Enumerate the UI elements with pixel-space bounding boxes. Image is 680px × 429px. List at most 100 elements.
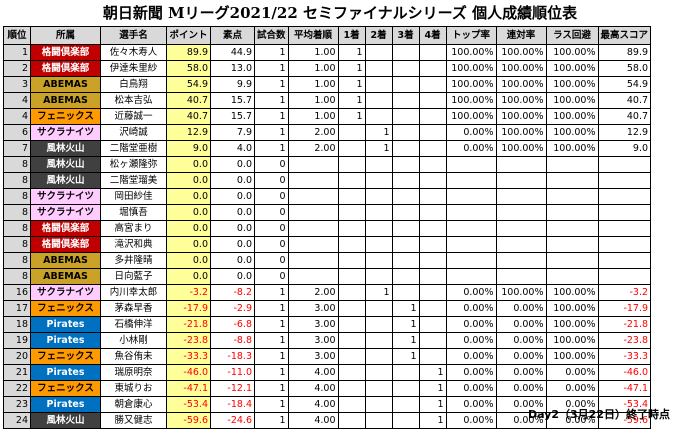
cell-fourth [418,92,447,109]
cell-points: -59.6 [166,412,211,429]
cell-avg-place: 3.00 [287,348,339,365]
cell-rank: 3 [3,76,31,93]
cell-fourth [418,44,447,61]
cell-second [364,252,393,269]
cell-third: 1 [391,316,420,333]
cell-last-avoid: 100.00% [545,124,599,141]
cell-second [364,44,393,61]
cell-avg-place [287,204,339,221]
cell-player: 勝又健志 [100,412,167,429]
cell-rank: 2 [3,60,31,77]
table-row: 8 格闘倶楽部 滝沢和典 0.0 0.0 0 [3,236,652,253]
cell-team: ABEMAS [30,252,101,269]
cell-player: 滝沢和典 [100,236,167,253]
cell-first [337,364,366,381]
cell-avg-place: 3.00 [287,316,339,333]
cell-top-rate: 0.00% [445,124,497,141]
cell-second: 1 [364,124,393,141]
cell-rentai-rate: 100.00% [495,124,547,141]
cell-first [337,124,366,141]
cell-best-score: -21.8 [597,316,652,333]
table-row: 16 サクラナイツ 内川幸太郎 -3.2 -8.2 1 2.00 1 0.00% 100.00% 1… [3,284,652,301]
cell-last-avoid: 100.00% [545,108,599,125]
cell-best-score [597,204,652,221]
cell-team: フェニックス [30,348,101,365]
cell-rank: 4 [3,92,31,109]
cell-avg-place [287,156,339,173]
cell-first [337,348,366,365]
cell-rentai-rate: 0.00% [495,380,547,397]
cell-fourth [418,140,447,157]
cell-rank: 16 [3,284,31,301]
cell-raw-score: 0.0 [210,188,255,205]
cell-raw-score: 0.0 [210,204,255,221]
header-last-avoid: ラス回避 [545,26,599,45]
cell-player: 多井隆晴 [100,252,167,269]
cell-games: 1 [254,76,289,93]
cell-rentai-rate: 100.00% [495,44,547,61]
cell-raw-score: 0.0 [210,252,255,269]
header-second: 2着 [364,26,393,45]
table-row: 2 格闘倶楽部 伊達朱里紗 58.0 13.0 1 1.00 1 100.00% 100.00% 1… [3,60,652,77]
cell-points: -17.9 [166,300,211,317]
cell-rentai-rate: 100.00% [495,92,547,109]
cell-team: サクラナイツ [30,284,101,301]
cell-first [337,172,366,189]
cell-second [364,300,393,317]
cell-avg-place: 3.00 [287,300,339,317]
cell-rentai-rate: 0.00% [495,332,547,349]
cell-fourth [418,76,447,93]
cell-top-rate: 100.00% [445,92,497,109]
cell-rentai-rate: 100.00% [495,140,547,157]
cell-last-avoid: 100.00% [545,300,599,317]
cell-third [391,252,420,269]
cell-team: Pirates [30,332,101,349]
cell-raw-score: 7.9 [210,124,255,141]
cell-points: 89.9 [166,44,211,61]
cell-player: 魚谷侑未 [100,348,167,365]
cell-second [364,108,393,125]
header-row: 順位 所属 選手名 ポイント 素点 試合数 平均着順 1着 2着 3着 4着 トップ率 連対率 ラス回避最… [3,26,652,45]
cell-first [337,220,366,237]
header-top-rate: トップ率 [445,26,497,45]
cell-raw-score: 44.9 [210,44,255,61]
cell-team: ABEMAS [30,268,101,285]
cell-points: 0.0 [166,220,211,237]
cell-third [391,188,420,205]
cell-third: 1 [391,348,420,365]
cell-player: 松ヶ瀬隆弥 [100,156,167,173]
cell-raw-score: -18.3 [210,348,255,365]
cell-second [364,220,393,237]
table-row: 8 サクラナイツ 岡田紗佳 0.0 0.0 0 [3,188,652,205]
cell-team: Pirates [30,316,101,333]
table-row: 8 風林火山 二階堂瑠美 0.0 0.0 0 [3,172,652,189]
cell-best-score: -3.2 [597,284,652,301]
cell-rank: 4 [3,108,31,125]
header-player: 選手名 [100,26,167,45]
cell-points: 40.7 [166,108,211,125]
cell-rentai-rate [495,236,547,253]
cell-player: 白鳥翔 [100,76,167,93]
cell-fourth [418,124,447,141]
cell-avg-place: 2.00 [287,284,339,301]
header-games: 試合数 [254,26,289,45]
cell-rank: 8 [3,156,31,173]
cell-best-score: 58.0 [597,60,652,77]
cell-first: 1 [337,44,366,61]
cell-rentai-rate [495,156,547,173]
cell-last-avoid [545,252,599,269]
standings-table: 順位 所属 選手名 ポイント 素点 試合数 平均着順 1着 2着 3着 4着 トップ率 連対率 ラス回避最… [3,26,652,429]
cell-fourth [418,332,447,349]
cell-avg-place: 2.00 [287,124,339,141]
table-row: 3 ABEMAS 白鳥翔 54.9 9.9 1 1.00 1 100.00% 100.00% 100… [3,76,652,93]
cell-third [391,380,420,397]
table-row: 20 フェニックス 魚谷侑未 -33.3 -18.3 1 3.00 1 0.00% 0.00% 10… [3,348,652,365]
cell-team: 風林火山 [30,412,101,429]
page-title: 朝日新聞 Mリーグ2021/22 セミファイナルシリーズ 個人成績順位表 [102,4,578,22]
cell-team: フェニックス [30,300,101,317]
cell-top-rate: 100.00% [445,60,497,77]
cell-last-avoid: 100.00% [545,332,599,349]
cell-rentai-rate [495,268,547,285]
cell-first [337,332,366,349]
cell-player: 二階堂瑠美 [100,172,167,189]
